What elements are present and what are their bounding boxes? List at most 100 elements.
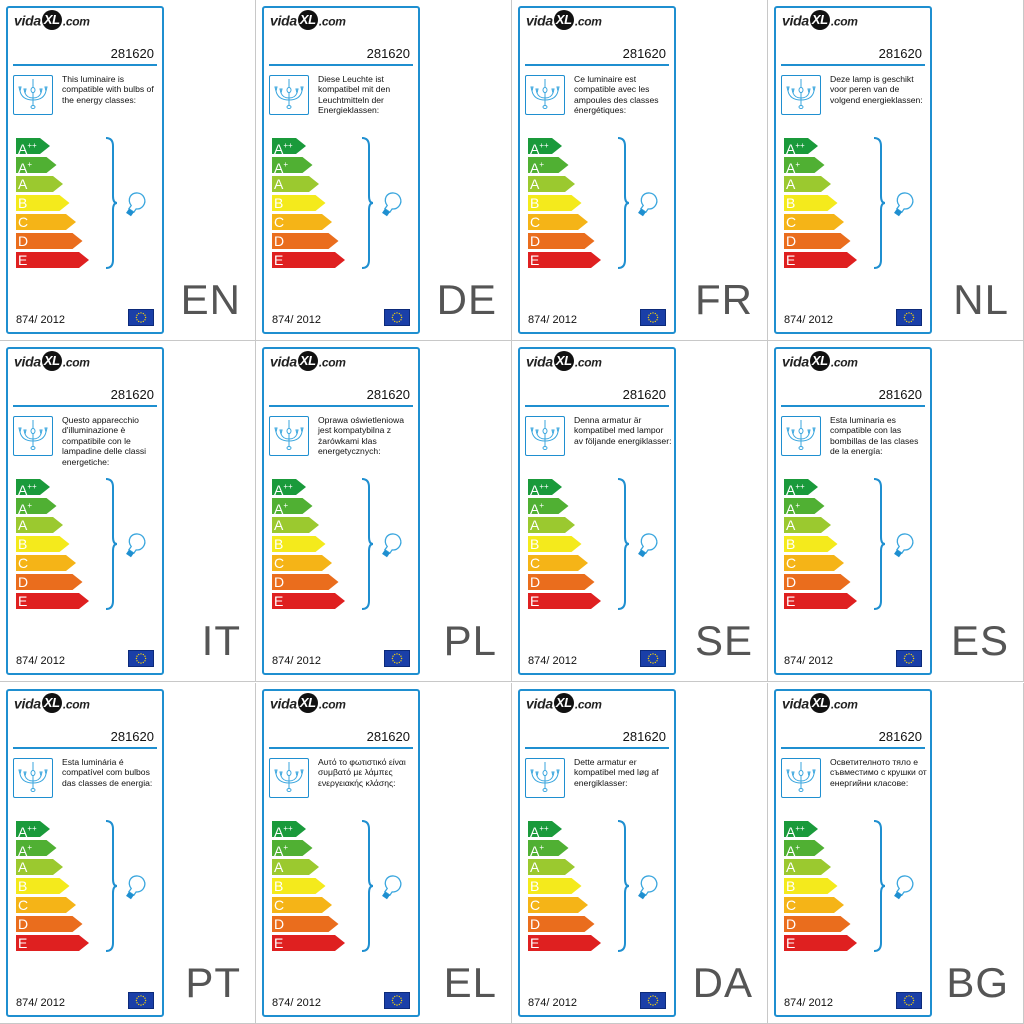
energy-class-letter: A <box>786 859 796 875</box>
energy-class-letter: D <box>786 916 797 932</box>
regulation-number: 874/ 2012 <box>16 997 65 1009</box>
chandelier-icon <box>13 75 53 115</box>
brand-domain: .com <box>830 697 858 712</box>
energy-class-bar: A++ <box>528 138 562 154</box>
energy-class-bar: B <box>16 878 70 894</box>
chandelier-icon <box>781 75 821 115</box>
energy-class-letter: A <box>274 843 284 859</box>
energy-class-bar: C <box>528 897 588 913</box>
energy-class-letter: A <box>530 160 540 176</box>
energy-class-plus: ++ <box>283 141 293 150</box>
language-code: SE <box>694 617 753 664</box>
energy-class-bar: A++ <box>272 479 306 495</box>
energy-class-bar: C <box>528 555 588 571</box>
brand-prefix: vida <box>14 12 41 29</box>
energy-class-plus: + <box>27 160 33 169</box>
energy-class-bar: C <box>784 214 844 230</box>
energy-class-bar: C <box>16 897 76 913</box>
product-code: 281620 <box>366 46 410 61</box>
brand-mark: XL <box>297 351 318 371</box>
energy-class-bar: A <box>16 859 63 875</box>
bulb-icon <box>894 875 914 900</box>
energy-class-bar: E <box>528 935 601 951</box>
brand-mark: XL <box>553 351 574 371</box>
energy-class-letter: C <box>18 897 29 913</box>
chandelier-icon <box>269 758 309 798</box>
brand-domain: .com <box>574 355 602 370</box>
energy-class-bar: C <box>16 214 76 230</box>
energy-class-bar: B <box>272 195 326 211</box>
energy-class-letter: D <box>530 916 541 932</box>
energy-class-letter: A <box>274 824 284 840</box>
compatibility-text: Esta luminária é compatível com bulbos d… <box>62 757 153 788</box>
eu-flag-icon <box>896 992 922 1009</box>
energy-class-bar: A+ <box>784 157 825 173</box>
brand-prefix: vida <box>14 695 41 712</box>
compatibility-text: Oprawa oświetleniowa jest kompatybilna z… <box>318 415 404 457</box>
divider <box>13 405 157 407</box>
energy-class-letter: B <box>530 878 540 894</box>
label-cell-pt: vida XL .com 281620 <box>0 683 256 1024</box>
eu-flag-icon <box>640 650 666 667</box>
energy-class-letter: B <box>274 195 284 211</box>
energy-label-card: vida XL .com 281620 <box>518 689 676 1017</box>
brand-logo: vida XL .com <box>526 351 602 375</box>
product-code: 281620 <box>366 729 410 744</box>
energy-label-card: vida XL .com 281620 <box>262 689 420 1017</box>
energy-class-letter: A <box>274 176 284 192</box>
compatibility-text: Denna armatur är kompatibel med lampor a… <box>574 415 672 446</box>
regulation-number: 874/ 2012 <box>272 314 321 326</box>
energy-class-letter: A <box>274 501 284 517</box>
energy-class-plus: ++ <box>795 482 805 491</box>
energy-class-bar: E <box>16 252 89 268</box>
brand-logo: vida XL .com <box>14 351 90 375</box>
energy-class-bar: A <box>784 517 831 533</box>
energy-class-bar: A <box>272 176 319 192</box>
energy-class-letter: D <box>274 916 285 932</box>
energy-class-bar: A++ <box>272 821 306 837</box>
label-cell-nl: vida XL .com 281620 <box>768 0 1024 341</box>
energy-class-scale: A++ A+ A B C D E <box>272 479 345 619</box>
energy-class-plus: + <box>27 501 33 510</box>
energy-class-letter: E <box>274 593 284 609</box>
energy-class-scale: A++ A+ A B C D E <box>528 138 601 278</box>
energy-class-letter: A <box>786 501 796 517</box>
eu-flag-icon <box>384 309 410 326</box>
energy-class-letter: C <box>274 555 285 571</box>
energy-class-bar: A <box>16 517 63 533</box>
compatibility-text: Ce luminaire est compatible avec les amp… <box>574 74 659 116</box>
energy-class-bar: B <box>528 195 582 211</box>
energy-label-card: vida XL .com 281620 <box>6 347 164 675</box>
bracket-icon <box>873 820 886 952</box>
energy-class-bar: E <box>272 935 345 951</box>
energy-class-letter: C <box>18 214 29 230</box>
compatibility-text: Осветителното тяло е съвместимо с крушки… <box>830 757 927 788</box>
brand-mark: XL <box>809 351 830 371</box>
product-code: 281620 <box>622 46 666 61</box>
energy-class-letter: B <box>530 536 540 552</box>
product-code: 281620 <box>622 729 666 744</box>
bracket-icon <box>873 478 886 610</box>
energy-class-letter: A <box>18 859 28 875</box>
compatibility-text: Deze lamp is geschikt voor peren van de … <box>830 74 923 105</box>
brand-domain: .com <box>62 355 90 370</box>
language-code: DE <box>436 276 497 323</box>
product-code: 281620 <box>878 387 922 402</box>
energy-class-letter: B <box>786 878 796 894</box>
bulb-icon <box>382 875 402 900</box>
language-code: EN <box>180 276 241 323</box>
brand-logo: vida XL .com <box>526 10 602 34</box>
brand-mark: XL <box>41 351 62 371</box>
product-code: 281620 <box>110 729 154 744</box>
energy-class-letter: E <box>786 935 796 951</box>
brand-prefix: vida <box>270 12 297 29</box>
energy-class-plus: ++ <box>27 482 37 491</box>
energy-class-bar: C <box>528 214 588 230</box>
energy-class-letter: D <box>786 233 797 249</box>
brand-logo: vida XL .com <box>526 693 602 717</box>
brand-domain: .com <box>574 14 602 29</box>
energy-class-plus: + <box>539 501 545 510</box>
energy-class-scale: A++ A+ A B C D E <box>272 821 345 961</box>
energy-class-scale: A++ A+ A B C D E <box>16 479 89 619</box>
brand-mark: XL <box>809 693 830 713</box>
